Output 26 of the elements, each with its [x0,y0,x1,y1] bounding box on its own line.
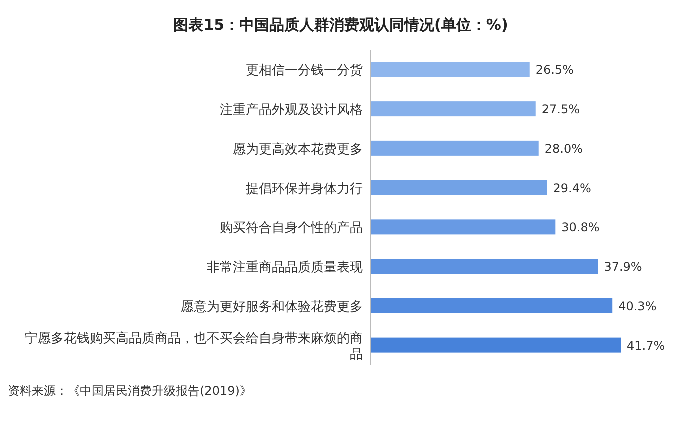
data-label: 29.4% [553,181,592,196]
data-label: 26.5% [536,63,574,78]
y-tick-label: 非常注重商品品质质量表现 [207,260,363,276]
chart-title: 图表15：中国品质人群消费观认同情况(单位：%) [174,16,508,34]
data-label: 30.8% [562,220,600,235]
data-label: 37.9% [604,260,642,274]
bar [371,259,598,274]
text: 资料来源：《中国居民消费升级报告(2019)》 [8,384,252,398]
data-label: 41.7% [627,338,666,353]
data-label: 28.0% [544,142,583,156]
bar [371,102,536,117]
y-tick-label: 提倡环保并身体力行 [246,182,363,197]
y-tick-label: 愿意为更好服务和体验花费更多 [181,300,363,315]
data-label: 27.5% [542,102,580,117]
y-tick-label: 宁愿多花钱购买高品质商品，也不买会给自身带来麻烦的商品 [25,330,363,362]
bar [371,298,613,314]
bar [371,140,539,156]
bar [371,338,621,353]
bar [371,220,556,235]
data-label: 40.3% [618,299,657,314]
y-tick-label: 更相信一分钱一分货 [246,64,363,79]
y-tick-label: 注重产品外观及设计风格 [220,103,363,118]
bar [371,180,548,196]
bar [371,62,530,78]
y-tick-label: 购买符合自身个性的产品 [220,221,363,236]
y-tick-label: 愿为更高效本花费更多 [233,141,363,158]
